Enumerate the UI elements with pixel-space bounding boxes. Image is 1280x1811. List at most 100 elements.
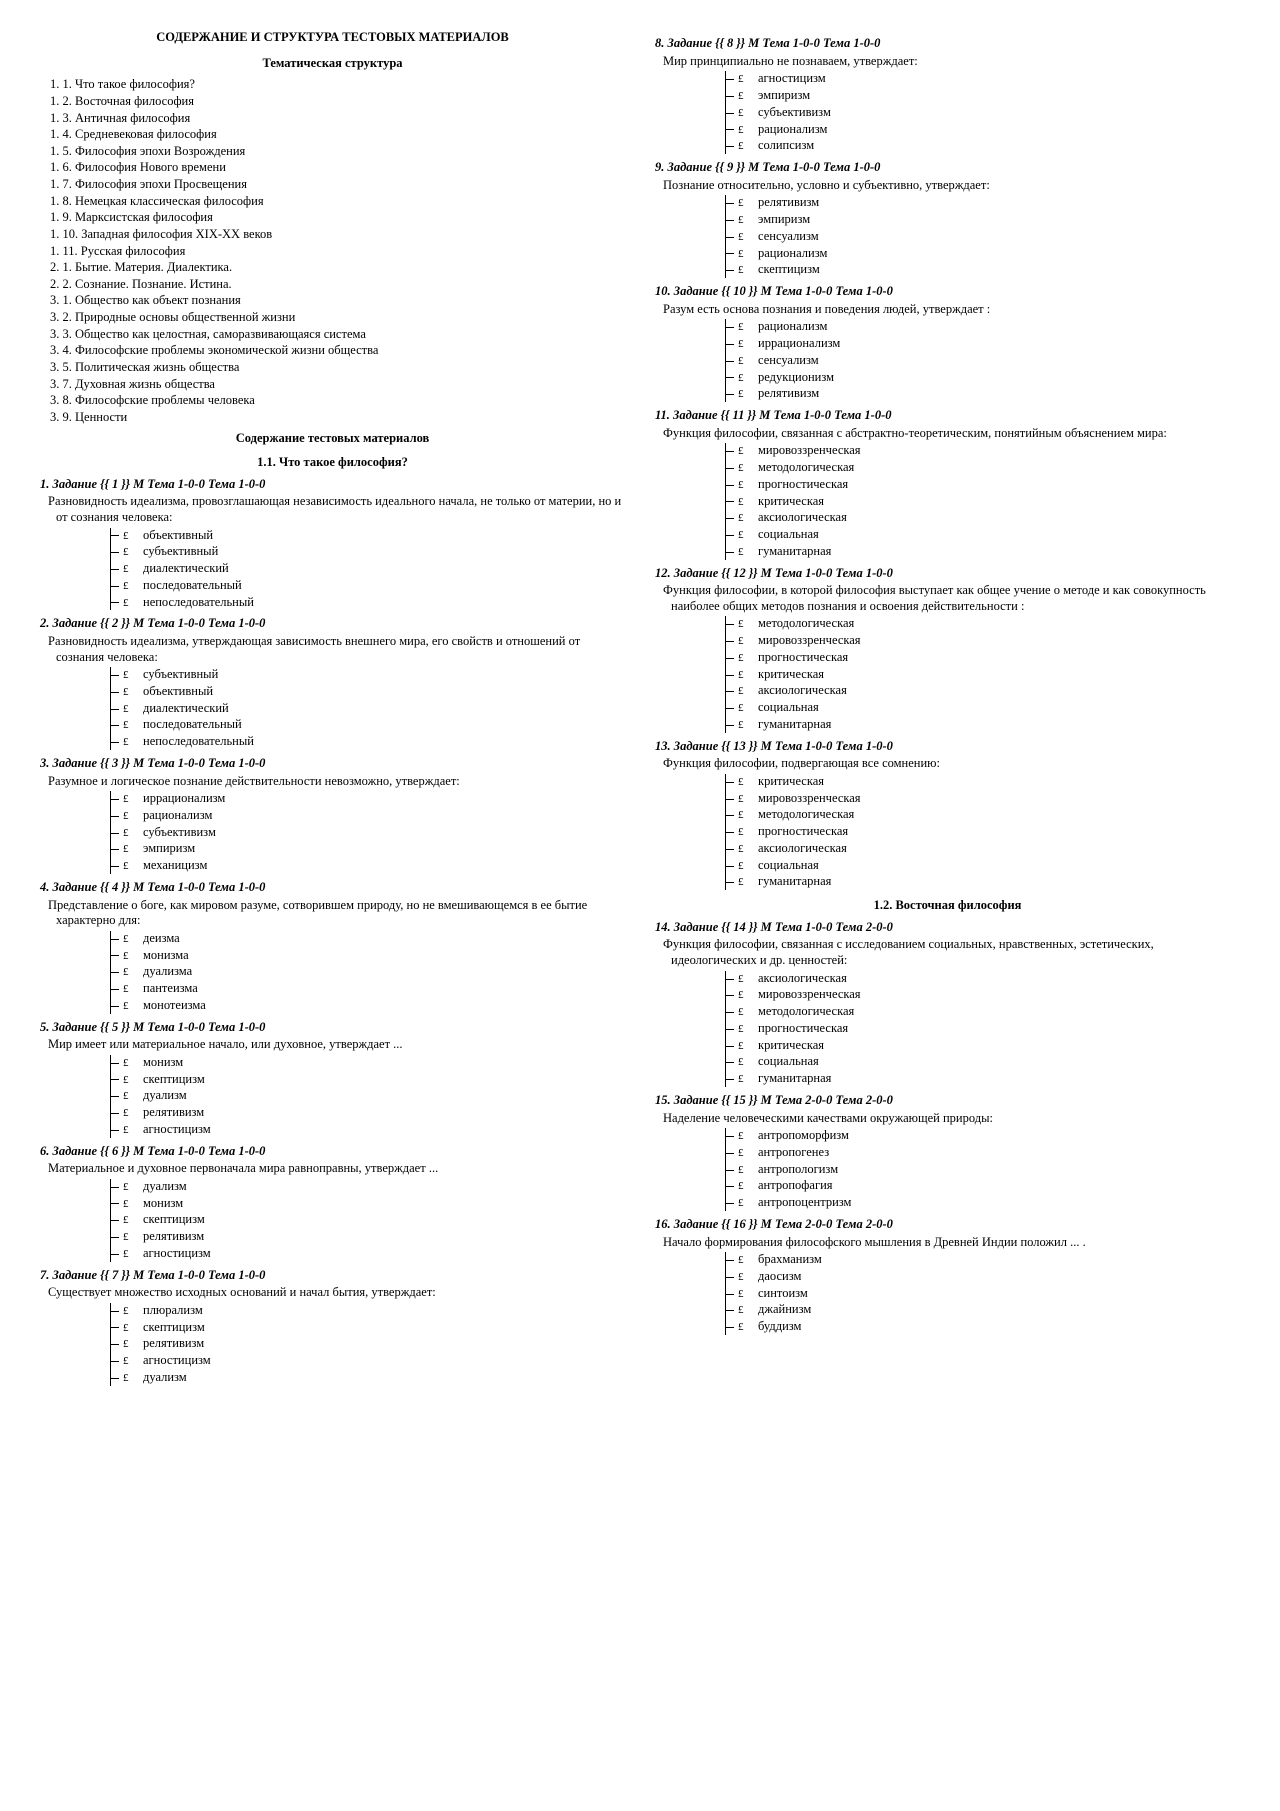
- option-marker: £: [123, 1198, 143, 1212]
- option-marker: £: [738, 793, 758, 807]
- option-list: £аксиологическая£мировоззренческая£метод…: [725, 971, 1240, 1087]
- option-item: £прогностическая: [726, 824, 1240, 840]
- option-marker: £: [123, 686, 143, 700]
- option-marker: £: [738, 512, 758, 526]
- task-question: Функция философии, в которой философия в…: [663, 583, 1240, 614]
- option-item: £мировоззренческая: [726, 633, 1240, 649]
- option-text: релятивизм: [143, 1336, 204, 1350]
- option-list: £релятивизм£эмпиризм£сенсуализм£рационал…: [725, 195, 1240, 278]
- option-marker: £: [123, 860, 143, 874]
- option-marker: £: [738, 1304, 758, 1318]
- task-question: Функция философии, связанная с абстрактн…: [663, 426, 1240, 442]
- option-marker: £: [738, 652, 758, 666]
- task-block: 3. Задание {{ 3 }} М Тема 1-0-0 Тема 1-0…: [40, 756, 625, 874]
- option-item: £критическая: [726, 774, 1240, 790]
- option-item: £социальная: [726, 700, 1240, 716]
- option-text: механицизм: [143, 858, 207, 872]
- option-item: £методологическая: [726, 1004, 1240, 1020]
- option-item: £антропогенез: [726, 1145, 1240, 1161]
- option-marker: £: [123, 703, 143, 717]
- option-marker: £: [123, 530, 143, 544]
- task-question: Разум есть основа познания и поведения л…: [663, 302, 1240, 318]
- option-text: сенсуализм: [758, 229, 819, 243]
- option-marker: £: [738, 973, 758, 987]
- option-text: релятивизм: [758, 195, 819, 209]
- option-item: £критическая: [726, 494, 1240, 510]
- option-item: £монизма: [111, 948, 625, 964]
- task-question: Разновидность идеализма, утверждающая за…: [48, 634, 625, 665]
- option-text: агностицизм: [143, 1353, 211, 1367]
- option-item: £критическая: [726, 1038, 1240, 1054]
- task-block: 11. Задание {{ 11 }} М Тема 1-0-0 Тема 1…: [655, 408, 1240, 560]
- option-text: диалектический: [143, 701, 229, 715]
- option-marker: £: [123, 933, 143, 947]
- option-text: методологическая: [758, 807, 854, 821]
- toc-item: 1. 3. Античная философия: [50, 111, 625, 127]
- option-list: £иррационализм£рационализм£субъективизм£…: [110, 791, 625, 874]
- task-block: 15. Задание {{ 15 }} М Тема 2-0-0 Тема 2…: [655, 1093, 1240, 1211]
- option-marker: £: [738, 248, 758, 262]
- task-title: 11. Задание {{ 11 }} М Тема 1-0-0 Тема 1…: [655, 408, 1240, 424]
- toc-item: 1. 2. Восточная философия: [50, 94, 625, 110]
- option-text: гуманитарная: [758, 874, 831, 888]
- heading-section-1-1: 1.1. Что такое философия?: [40, 455, 625, 471]
- task-question: Функция философии, связанная с исследова…: [663, 937, 1240, 968]
- task-block: 9. Задание {{ 9 }} М Тема 1-0-0 Тема 1-0…: [655, 160, 1240, 278]
- option-marker: £: [738, 231, 758, 245]
- option-text: дуализм: [143, 1088, 187, 1102]
- option-text: объективный: [143, 684, 213, 698]
- option-text: субъективный: [143, 667, 218, 681]
- option-text: скептицизм: [758, 262, 820, 276]
- task-block: 8. Задание {{ 8 }} М Тема 1-0-0 Тема 1-0…: [655, 36, 1240, 154]
- option-marker: £: [123, 1338, 143, 1352]
- option-list: £антропоморфизм£антропогенез£антропологи…: [725, 1128, 1240, 1211]
- option-marker: £: [738, 1147, 758, 1161]
- option-text: солипсизм: [758, 138, 814, 152]
- task-block: 16. Задание {{ 16 }} М Тема 2-0-0 Тема 2…: [655, 1217, 1240, 1335]
- option-marker: £: [738, 719, 758, 733]
- task-question: Начало формирования философского мышлени…: [663, 1235, 1240, 1251]
- option-text: скептицизм: [143, 1212, 205, 1226]
- option-marker: £: [123, 1231, 143, 1245]
- option-marker: £: [738, 1271, 758, 1285]
- option-item: £мировоззренческая: [726, 443, 1240, 459]
- option-marker: £: [123, 1107, 143, 1121]
- task-title: 10. Задание {{ 10 }} М Тема 1-0-0 Тема 1…: [655, 284, 1240, 300]
- option-marker: £: [738, 197, 758, 211]
- option-text: диалектический: [143, 561, 229, 575]
- tasks-left: 1. Задание {{ 1 }} М Тема 1-0-0 Тема 1-0…: [40, 477, 625, 1386]
- option-text: релятивизм: [143, 1105, 204, 1119]
- option-item: £аксиологическая: [726, 683, 1240, 699]
- option-text: критическая: [758, 494, 824, 508]
- option-marker: £: [738, 1130, 758, 1144]
- option-text: мировоззренческая: [758, 987, 861, 1001]
- task-question: Разумное и логическое познание действите…: [48, 774, 625, 790]
- task-question: Наделение человеческими качествами окруж…: [663, 1111, 1240, 1127]
- option-list: £деизма£монизма£дуализма£пантеизма£монот…: [110, 931, 625, 1014]
- toc-item: 3. 3. Общество как целостная, саморазвив…: [50, 327, 625, 343]
- option-item: £социальная: [726, 527, 1240, 543]
- option-marker: £: [738, 1164, 758, 1178]
- option-marker: £: [738, 264, 758, 278]
- option-marker: £: [738, 107, 758, 121]
- task-question: Мир принципиально не познаваем, утвержда…: [663, 54, 1240, 70]
- option-item: £методологическая: [726, 807, 1240, 823]
- option-marker: £: [738, 989, 758, 1003]
- option-marker: £: [738, 124, 758, 138]
- option-item: £редукционизм: [726, 370, 1240, 386]
- option-list: £рационализм£иррационализм£сенсуализм£ре…: [725, 319, 1240, 402]
- option-text: эмпиризм: [143, 841, 195, 855]
- option-item: £непоследовательный: [111, 734, 625, 750]
- toc-item: 1. 1. Что такое философия?: [50, 77, 625, 93]
- option-text: непоследовательный: [143, 595, 254, 609]
- option-text: дуализм: [143, 1370, 187, 1384]
- option-item: £даосизм: [726, 1269, 1240, 1285]
- option-item: £эмпиризм: [111, 841, 625, 857]
- option-text: эмпиризм: [758, 212, 810, 226]
- option-text: пантеизма: [143, 981, 198, 995]
- option-list: £монизм£скептицизм£дуализм£релятивизм£аг…: [110, 1055, 625, 1138]
- option-item: £гуманитарная: [726, 544, 1240, 560]
- option-item: £пантеизма: [111, 981, 625, 997]
- option-marker: £: [123, 563, 143, 577]
- toc-item: 3. 8. Философские проблемы человека: [50, 393, 625, 409]
